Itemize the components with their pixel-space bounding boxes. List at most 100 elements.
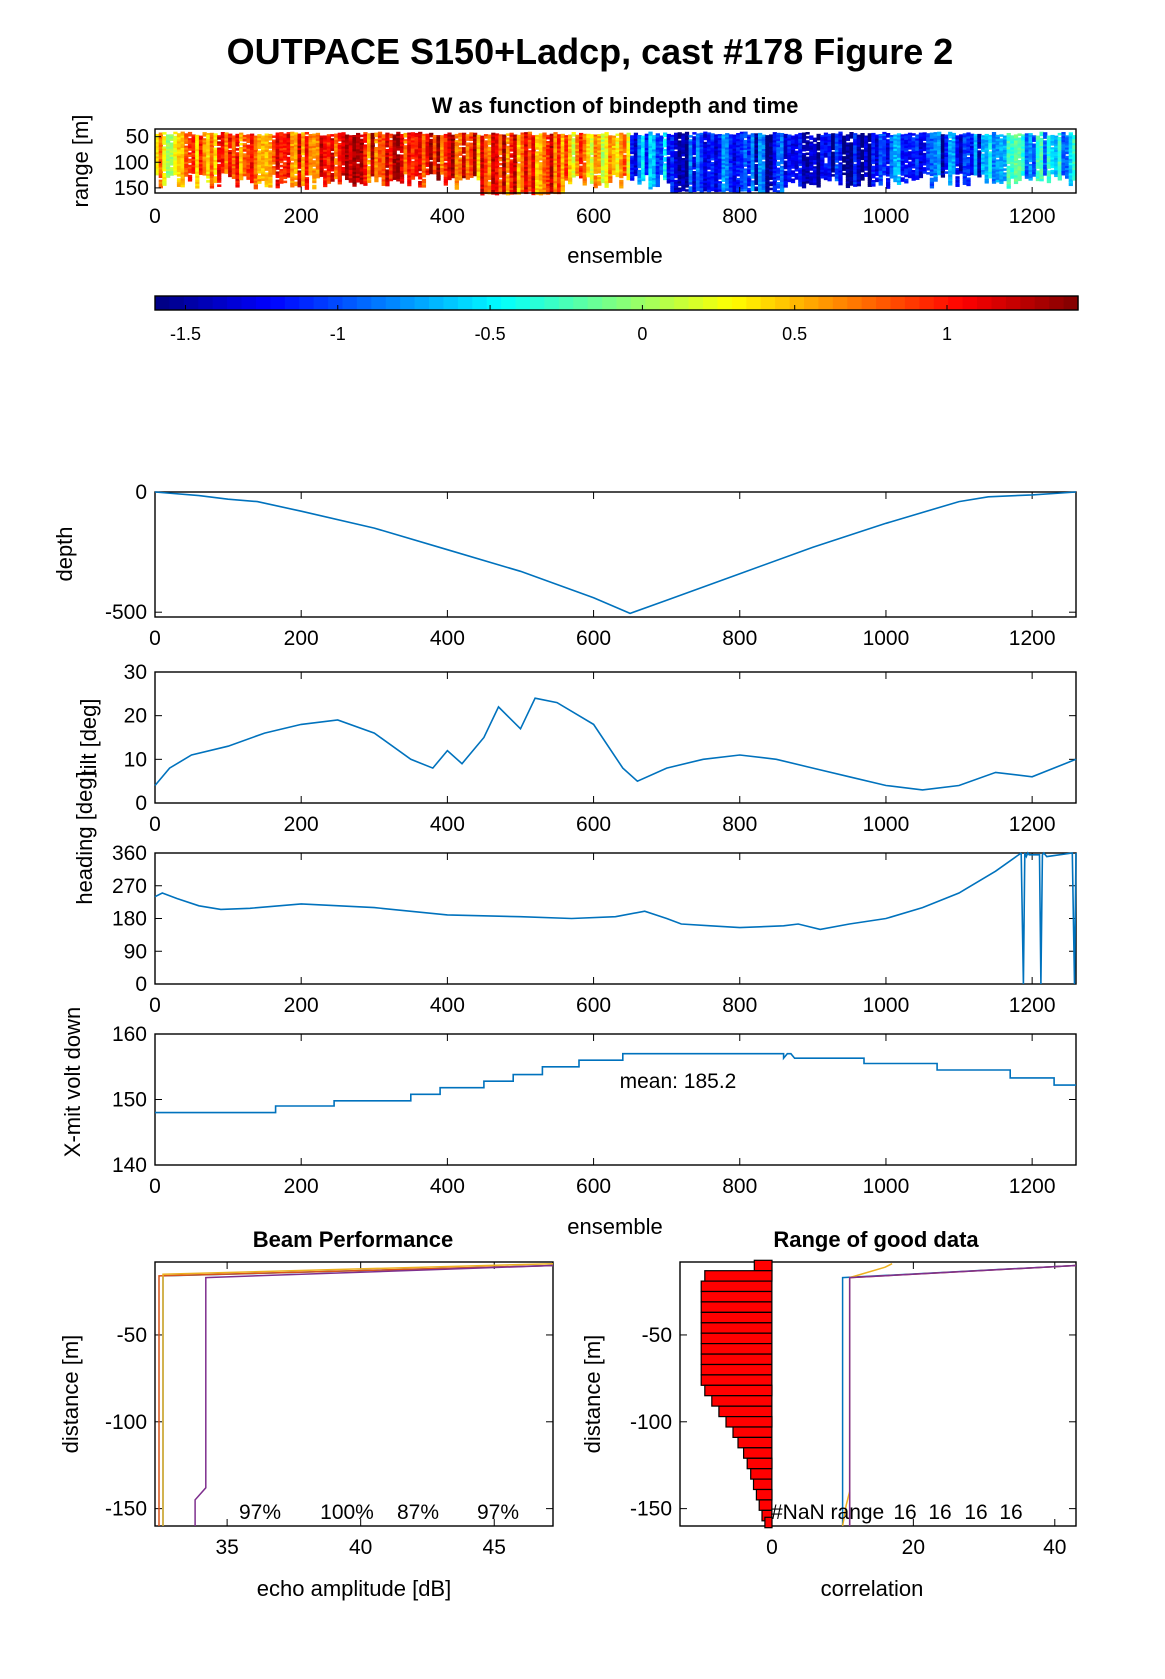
heatmap-cell bbox=[312, 152, 317, 155]
heatmap-cell bbox=[323, 176, 328, 179]
heatmap-cell bbox=[736, 186, 741, 189]
heatmap-cell bbox=[750, 184, 755, 187]
heatmap-cell bbox=[648, 182, 653, 186]
heatmap-cell bbox=[275, 138, 280, 142]
heatmap-cell bbox=[546, 153, 551, 156]
heatmap-cell bbox=[531, 180, 536, 183]
heatmap-cell bbox=[677, 183, 682, 186]
heatmap-cell bbox=[469, 173, 474, 176]
heatmap-cell bbox=[750, 157, 755, 161]
heatmap-cell bbox=[641, 156, 646, 159]
heatmap-cell bbox=[195, 163, 200, 167]
heatmap-cell bbox=[670, 145, 675, 148]
heatmap-cell bbox=[915, 144, 920, 148]
heatmap-cell bbox=[418, 142, 423, 145]
heatmap-cell bbox=[257, 136, 262, 139]
heatmap-cell bbox=[695, 151, 701, 155]
heatmap-cell bbox=[538, 180, 544, 184]
heatmap-cell bbox=[608, 178, 613, 181]
heatmap-cell bbox=[758, 190, 763, 193]
heatmap-cell bbox=[209, 155, 215, 158]
heatmap-cell bbox=[549, 154, 554, 157]
heatmap-cell bbox=[765, 163, 770, 167]
heatmap-cell bbox=[568, 144, 573, 148]
heatmap-cell bbox=[900, 173, 905, 176]
heatmap-cell bbox=[429, 169, 434, 173]
heatmap-cell bbox=[882, 164, 887, 168]
heatmap-cell bbox=[703, 164, 708, 167]
heatmap-cell bbox=[787, 148, 792, 152]
heatmap-cell bbox=[845, 173, 851, 176]
heatmap-cell bbox=[626, 134, 631, 138]
heatmap-cell bbox=[440, 137, 445, 140]
heatmap-cell bbox=[619, 149, 624, 152]
heatmap-cell bbox=[359, 169, 364, 172]
heatmap-cell bbox=[703, 156, 708, 159]
heatmap-cell bbox=[732, 165, 737, 168]
heatmap-cell bbox=[374, 155, 379, 158]
heatmap-cell bbox=[911, 141, 916, 144]
heatmap-cell bbox=[882, 154, 887, 157]
heatmap-cell bbox=[582, 135, 587, 139]
heatmap-cell bbox=[790, 141, 796, 145]
heatmap-cell bbox=[717, 177, 723, 180]
heatmap-cell bbox=[297, 152, 302, 155]
heatmap-cell bbox=[710, 186, 715, 190]
heatmap-cell bbox=[886, 155, 891, 159]
heatmap-cell bbox=[531, 145, 536, 149]
heatmap-cell bbox=[787, 142, 792, 146]
heatmap-cell bbox=[728, 140, 734, 144]
heatmap-cell bbox=[224, 150, 229, 154]
heatmap-cell bbox=[301, 181, 306, 184]
heatmap-cell bbox=[801, 161, 807, 164]
heatmap-cell bbox=[407, 146, 412, 150]
heatmap-cell bbox=[505, 186, 511, 190]
heatmap-cell bbox=[557, 189, 562, 193]
heatmap-cell bbox=[516, 147, 522, 150]
heatmap-cell bbox=[593, 161, 598, 164]
heatmap-cell bbox=[655, 143, 660, 147]
heatmap-cell bbox=[867, 184, 872, 187]
heatmap-cell bbox=[571, 156, 576, 160]
heatmap-cell bbox=[410, 156, 416, 160]
heatmap-cell bbox=[871, 159, 876, 163]
heatmap-cell bbox=[747, 134, 752, 138]
heatmap-cell bbox=[816, 172, 821, 176]
heatmap-cell bbox=[641, 145, 646, 149]
heatmap-cell bbox=[290, 141, 295, 145]
heatmap-cell bbox=[736, 190, 741, 193]
heatmap-cell bbox=[714, 171, 719, 174]
heatmap-cell bbox=[462, 167, 467, 171]
heatmap-cell bbox=[290, 133, 295, 137]
heatmap-cell bbox=[304, 166, 310, 170]
heatmap-cell bbox=[191, 163, 196, 166]
heatmap-cell bbox=[352, 163, 357, 167]
heatmap-cell bbox=[239, 161, 244, 164]
heatmap-cell bbox=[195, 157, 200, 160]
heatmap-cell bbox=[644, 156, 649, 159]
heatmap-cell bbox=[663, 140, 668, 144]
heatmap-cell bbox=[155, 160, 160, 164]
heatmap-cell bbox=[856, 171, 861, 175]
heatmap-cell bbox=[549, 172, 554, 176]
heatmap-cell bbox=[513, 181, 518, 185]
heatmap-cell bbox=[432, 135, 438, 138]
heatmap-cell bbox=[626, 149, 631, 152]
heatmap-cell bbox=[520, 163, 525, 166]
heatmap-cell bbox=[524, 146, 529, 150]
heatmap-cell bbox=[670, 143, 675, 146]
heatmap-cell bbox=[706, 175, 712, 178]
heatmap-cell bbox=[597, 164, 602, 168]
heatmap-cell bbox=[432, 161, 438, 165]
heatmap-cell bbox=[377, 144, 383, 147]
heatmap-cell bbox=[838, 164, 843, 167]
heatmap-cell bbox=[644, 152, 649, 155]
heatmap-cell bbox=[498, 167, 503, 170]
heatmap-cell bbox=[323, 141, 328, 145]
heatmap-cell bbox=[918, 132, 924, 136]
heatmap-cell bbox=[443, 174, 448, 178]
heatmap-cell bbox=[162, 158, 167, 162]
heatmap-cell bbox=[922, 132, 927, 135]
heatmap-cell bbox=[462, 155, 467, 158]
heatmap-cell bbox=[710, 162, 715, 165]
